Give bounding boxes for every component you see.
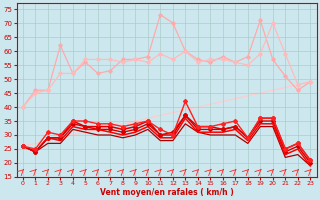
- X-axis label: Vent moyen/en rafales ( km/h ): Vent moyen/en rafales ( km/h ): [100, 188, 234, 197]
